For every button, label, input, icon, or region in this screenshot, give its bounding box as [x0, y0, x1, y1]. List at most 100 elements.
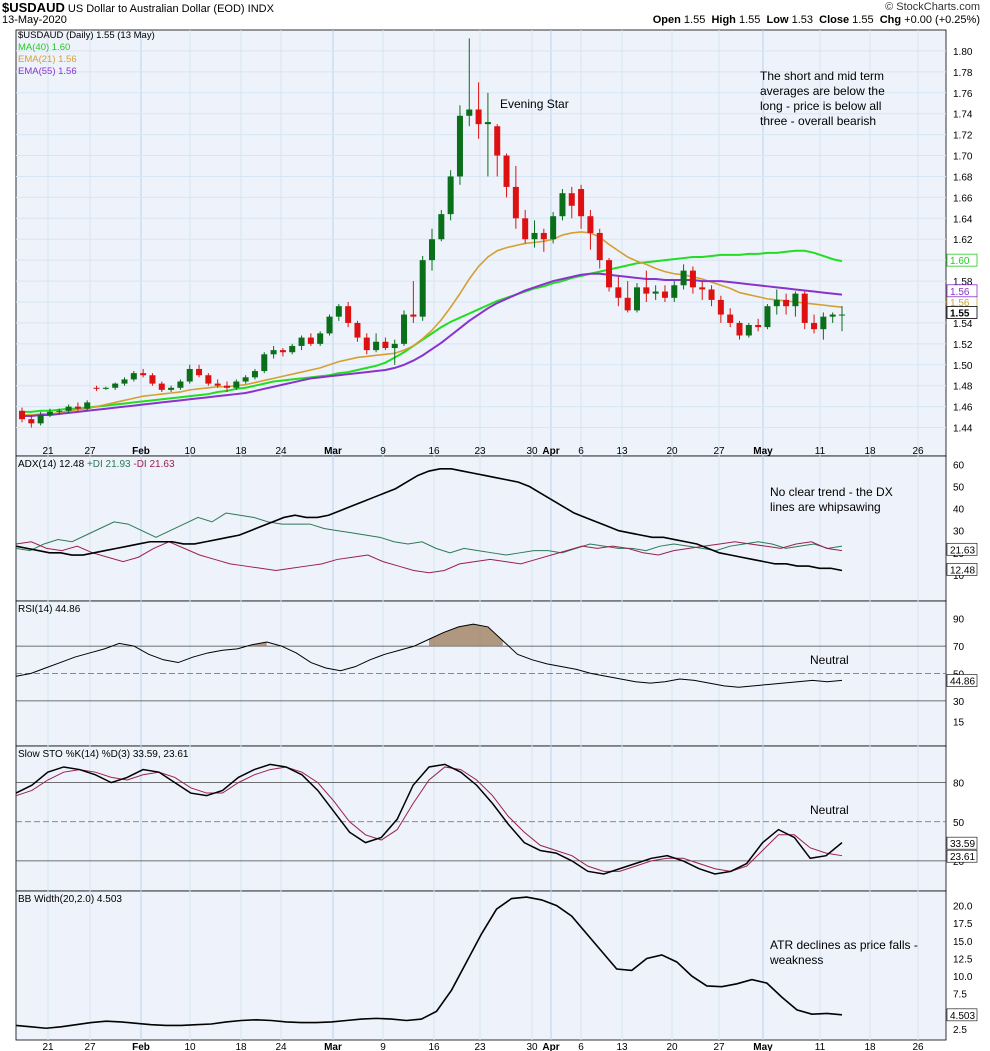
chart-header: $USDAUD US Dollar to Australian Dollar (…	[2, 0, 274, 15]
candle-body	[74, 406, 81, 409]
candle-body	[56, 410, 63, 412]
candle-body	[755, 325, 762, 328]
candle-body	[121, 379, 128, 384]
y-tick-label: 60	[953, 460, 965, 471]
x-tick-label: 20	[666, 446, 678, 457]
panel-sto	[15, 745, 947, 892]
candle-body	[224, 385, 230, 388]
rsi-line	[15, 623, 843, 688]
candle-body	[643, 287, 650, 294]
candle-body	[522, 218, 529, 240]
x-tick-label: 11	[815, 446, 826, 457]
candle-body	[93, 387, 100, 389]
price-tag: 1.60	[950, 256, 970, 267]
x-tick-label: 18	[864, 446, 876, 457]
y-tick-label: 90	[953, 615, 965, 626]
candle-body	[745, 325, 752, 336]
y-tick-label: 1.52	[953, 340, 973, 351]
sto-k-line	[15, 763, 843, 875]
x-tick-label: 9	[380, 446, 386, 457]
y-tick-label: 1.72	[953, 131, 973, 142]
adx-legend-plus-di: +DI 21.93	[86, 459, 131, 470]
candle-body	[214, 383, 221, 386]
candle-body	[634, 287, 640, 311]
annotation-sto: Neutral	[810, 803, 849, 817]
sto-d-line	[15, 766, 843, 872]
price-tag-box	[946, 253, 978, 267]
x-tick-label: 10	[184, 446, 196, 457]
candle-body	[382, 341, 389, 349]
close-label: Close	[819, 14, 850, 26]
candle-body	[671, 285, 678, 298]
candle-body	[391, 343, 398, 349]
adx-tag-box	[946, 542, 978, 556]
candle-body	[578, 189, 585, 217]
rsi-legend: RSI(14) 44.86	[18, 604, 81, 615]
y-tick-label: 40	[953, 505, 965, 516]
candle-body	[261, 354, 268, 372]
x-tick-label-bottom: Apr	[542, 1042, 559, 1051]
adx-line	[15, 468, 843, 572]
candle-body	[28, 419, 35, 424]
candle-body	[699, 287, 706, 290]
instrument-name: US Dollar to Australian Dollar (EOD)	[67, 3, 245, 15]
candle-body	[559, 193, 566, 217]
x-tick-label: Mar	[324, 446, 342, 457]
y-tick-label: 1.78	[953, 68, 973, 79]
open-value: 1.55	[683, 14, 706, 26]
rsi-tag-box	[946, 674, 978, 687]
x-tick-label-bottom: 9	[380, 1042, 386, 1051]
candle-body	[279, 350, 286, 353]
y-tick-label: 15	[953, 717, 965, 728]
y-tick-label: 10.0	[953, 972, 973, 983]
price-tag-box	[946, 284, 978, 298]
y-tick-label: 10	[953, 571, 965, 582]
x-tick-label-bottom: May	[753, 1042, 773, 1051]
bbw-tag: 4.503	[950, 1011, 975, 1022]
candle-body	[102, 387, 109, 389]
open-label: Open	[652, 14, 681, 26]
candle-body	[568, 193, 575, 206]
sto-tag: 33.59	[950, 839, 975, 850]
adx-legend-adx: ADX(14) 12.48	[18, 459, 85, 470]
x-tick-label-bottom: 11	[815, 1042, 826, 1051]
candle-body	[839, 314, 845, 316]
x-tick-label-bottom: 6	[578, 1042, 584, 1051]
x-tick-label-bottom: 27	[84, 1042, 96, 1051]
y-tick-label: 1.74	[953, 110, 973, 121]
x-tick-label-bottom: 10	[184, 1042, 196, 1051]
high-value: 1.55	[738, 14, 761, 26]
candle-body	[429, 239, 435, 261]
candle-body	[345, 306, 352, 323]
x-tick-label-bottom: 23	[474, 1042, 486, 1051]
ohlc-readout: Open 1.55 High 1.55 Low 1.53 Close 1.55 …	[653, 14, 980, 26]
candle-body	[447, 176, 454, 215]
candle-body	[270, 350, 277, 355]
candle-body	[112, 383, 119, 388]
x-tick-label-bottom: 24	[275, 1042, 287, 1051]
candle-body	[19, 410, 25, 420]
x-tick-label: 30	[526, 446, 538, 457]
candle-body	[783, 299, 790, 307]
close-value: 1.55	[852, 14, 874, 26]
x-tick-label: 23	[474, 446, 486, 457]
y-tick-label: 1.62	[953, 235, 973, 246]
panel-adx	[15, 455, 947, 602]
candle-body	[130, 373, 137, 380]
bbw-tag-box	[946, 1008, 978, 1022]
bbw-legend: BB Width(20,2.0) 4.503	[18, 894, 122, 905]
panel-bbw	[15, 890, 947, 1041]
chart-date: 13-May-2020	[2, 14, 67, 26]
sto-tag-box	[946, 849, 978, 863]
y-tick-label: 1.44	[953, 424, 973, 435]
candle-body	[242, 377, 249, 382]
candle-body	[456, 115, 463, 177]
high-label: High	[711, 14, 736, 26]
candle-body	[689, 270, 696, 288]
candle-body	[661, 291, 668, 298]
candle-body	[801, 293, 808, 323]
y-tick-label: 1.46	[953, 403, 973, 414]
y-tick-label: 1.66	[953, 193, 973, 204]
candle-body	[475, 109, 482, 125]
